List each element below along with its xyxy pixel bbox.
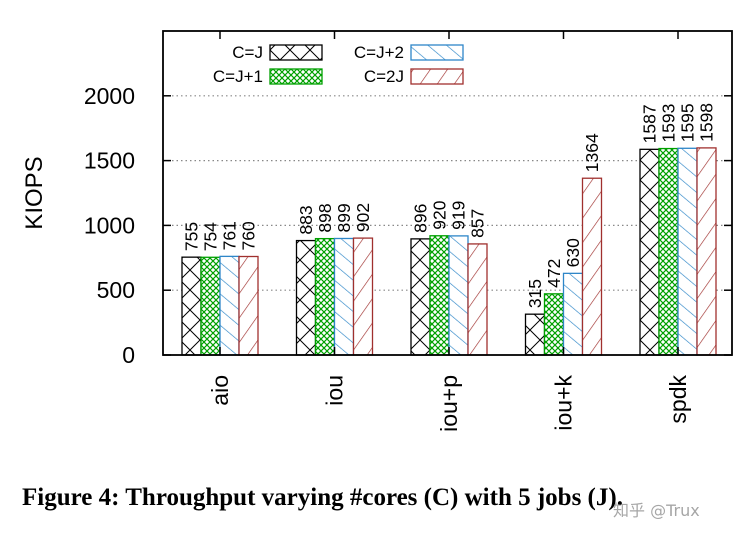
data-label: 1595 bbox=[678, 103, 698, 142]
bar-chart: 755 754 761 760 883 898 899 902 896 920 919 857 3154… bbox=[21, 30, 733, 432]
data-label: 1598 bbox=[697, 103, 717, 142]
x-tick-label: iou+k bbox=[551, 375, 577, 431]
bar bbox=[352, 237, 374, 356]
data-label: 315 bbox=[525, 279, 545, 308]
bar bbox=[562, 272, 584, 356]
bar bbox=[639, 148, 660, 356]
figure-caption: Figure 4: Throughput varying #cores (C) … bbox=[22, 484, 623, 511]
data-labels: 755 754 761 760 883 898 899 902 896 920 919 857 3154… bbox=[182, 103, 717, 308]
data-label: 630 bbox=[563, 238, 583, 267]
bar bbox=[696, 147, 717, 356]
data-label: 761 bbox=[220, 221, 240, 250]
bar bbox=[333, 237, 355, 356]
y-tick-label: 1000 bbox=[84, 212, 135, 238]
x-tick-label: iou+p bbox=[436, 375, 462, 432]
bar bbox=[677, 147, 698, 356]
bar bbox=[581, 177, 603, 356]
bar bbox=[181, 256, 202, 356]
y-axis-title: KIOPS bbox=[21, 156, 48, 229]
data-label: 902 bbox=[353, 203, 373, 232]
bar bbox=[238, 255, 259, 356]
data-label: 899 bbox=[334, 203, 354, 232]
bar bbox=[314, 237, 336, 356]
data-label: 920 bbox=[430, 200, 450, 229]
data-label: 1593 bbox=[659, 104, 679, 143]
y-tick-label: 2000 bbox=[84, 83, 135, 109]
y-tick-label: 0 bbox=[122, 342, 135, 368]
data-label: 1364 bbox=[582, 133, 602, 172]
data-label: 755 bbox=[182, 222, 202, 251]
data-label: 857 bbox=[468, 209, 488, 238]
bars bbox=[181, 147, 717, 356]
legend-label: C=J+2 bbox=[354, 43, 404, 62]
data-label: 1587 bbox=[640, 104, 660, 143]
data-label: 898 bbox=[315, 203, 335, 232]
legend-label: C=J bbox=[232, 43, 263, 62]
data-label: 883 bbox=[296, 205, 316, 234]
data-label: 919 bbox=[449, 201, 469, 230]
legend-label: C=J+1 bbox=[213, 67, 263, 86]
y-tick-label: 500 bbox=[97, 277, 135, 303]
y-axis-ticks: 0 500 1000 1500 2000 bbox=[84, 83, 732, 368]
legend-swatch bbox=[269, 68, 323, 85]
legend-label: C=2J bbox=[364, 67, 404, 86]
bar bbox=[295, 239, 317, 356]
bar bbox=[410, 238, 431, 356]
legend-swatch bbox=[410, 68, 464, 85]
bar bbox=[448, 235, 469, 356]
watermark: 知乎 @Trux bbox=[613, 501, 700, 520]
bar bbox=[467, 243, 488, 356]
x-axis-ticks: aio iou iou+p iou+k spdk bbox=[207, 31, 691, 432]
data-label: 472 bbox=[544, 259, 564, 288]
legend-swatch bbox=[410, 44, 464, 61]
legend: C=J C=J+1 C=J+2 C=2J bbox=[213, 43, 464, 86]
bar bbox=[219, 255, 240, 356]
data-label: 754 bbox=[201, 222, 221, 251]
bar bbox=[524, 313, 546, 356]
data-label: 760 bbox=[239, 221, 259, 250]
x-tick-label: spdk bbox=[665, 375, 691, 424]
y-tick-label: 1500 bbox=[84, 148, 135, 174]
bar bbox=[429, 235, 450, 356]
x-tick-label: iou bbox=[322, 375, 348, 406]
bar bbox=[658, 147, 679, 356]
data-label: 896 bbox=[411, 204, 431, 233]
plot-frame bbox=[162, 30, 733, 356]
bar bbox=[200, 256, 221, 356]
legend-swatch bbox=[269, 44, 323, 61]
x-tick-label: aio bbox=[207, 375, 233, 406]
bar bbox=[543, 293, 565, 356]
